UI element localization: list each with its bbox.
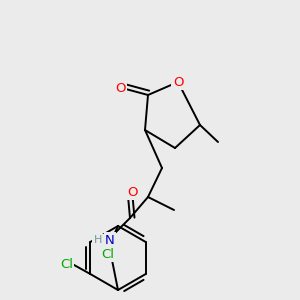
Text: O: O	[115, 82, 125, 94]
Text: O: O	[173, 76, 183, 88]
Text: N: N	[105, 233, 115, 247]
Text: Cl: Cl	[101, 248, 115, 260]
Text: H: H	[94, 235, 102, 245]
Text: O: O	[127, 185, 137, 199]
Text: Cl: Cl	[60, 257, 73, 271]
